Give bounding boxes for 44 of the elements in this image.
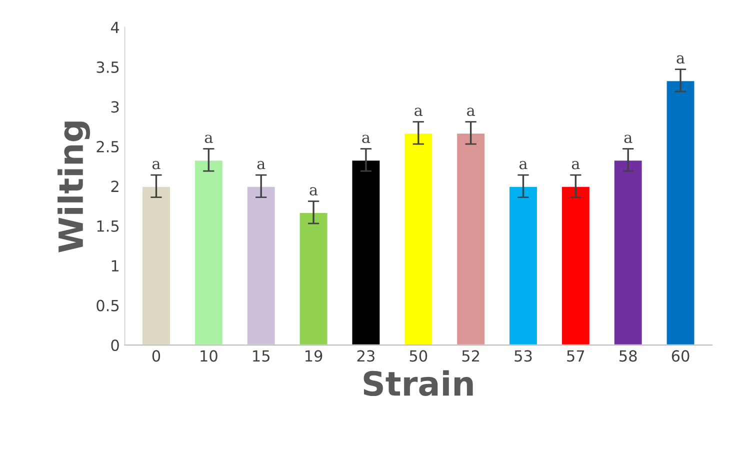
bar bbox=[246, 185, 276, 346]
annotation: a bbox=[676, 55, 685, 64]
x-tick-label: 0 bbox=[152, 350, 160, 362]
x-tick-label: 57 bbox=[567, 350, 584, 362]
bar bbox=[194, 159, 224, 346]
y-tick-label: 2 bbox=[111, 180, 118, 192]
annotation: a bbox=[204, 134, 213, 144]
annotation: a bbox=[362, 134, 370, 144]
bar bbox=[665, 80, 696, 346]
y-tick-label: 0 bbox=[111, 340, 119, 352]
bar bbox=[612, 159, 644, 346]
bar bbox=[560, 185, 591, 346]
x-tick-label: 19 bbox=[305, 350, 322, 362]
annotation: a bbox=[624, 134, 632, 144]
y-tick-label: 2.5 bbox=[96, 140, 119, 152]
annotation: a bbox=[572, 160, 580, 170]
annotation: a bbox=[257, 160, 266, 170]
x-axis-title: Strain bbox=[364, 370, 473, 396]
annotation: a bbox=[467, 108, 475, 116]
annotation: a bbox=[152, 160, 160, 170]
y-tick-label: 3 bbox=[111, 101, 119, 113]
x-tick-label: 52 bbox=[462, 350, 479, 362]
bar bbox=[298, 212, 329, 346]
annotation: a bbox=[310, 187, 318, 196]
x-tick-label: 50 bbox=[410, 350, 428, 362]
y-axis-title: Wilting bbox=[58, 122, 90, 252]
x-tick-label: 60 bbox=[672, 350, 690, 362]
y-tick-label: 3.5 bbox=[96, 61, 119, 73]
y-tick-label: 0.5 bbox=[96, 300, 119, 312]
annotation: a bbox=[414, 108, 422, 116]
x-tick-label: 15 bbox=[253, 350, 270, 362]
x-tick-label: 10 bbox=[200, 350, 218, 362]
annotation: a bbox=[519, 160, 528, 170]
bar bbox=[141, 185, 172, 346]
x-tick-label: 58 bbox=[620, 350, 637, 362]
bar bbox=[508, 185, 538, 346]
y-tick-label: 4 bbox=[110, 22, 120, 34]
x-tick-label: 53 bbox=[514, 350, 532, 362]
bar bbox=[403, 132, 434, 346]
bar bbox=[456, 132, 486, 346]
bar bbox=[350, 159, 382, 346]
y-tick-label: 1.5 bbox=[97, 220, 119, 232]
x-tick-label: 23 bbox=[357, 350, 374, 362]
y-tick-label: 1 bbox=[112, 260, 119, 272]
